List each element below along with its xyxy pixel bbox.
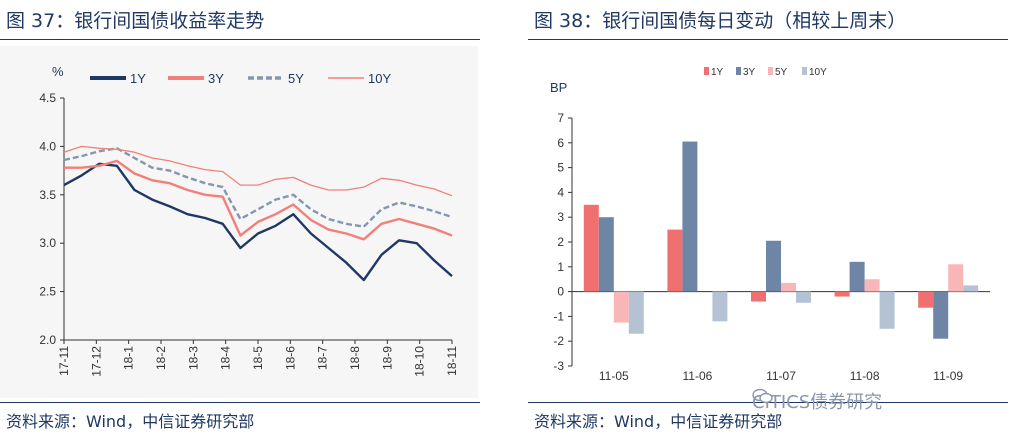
bar-1y-11-06: [667, 229, 683, 292]
right-y-tick-label: 5: [557, 161, 564, 175]
right-y-tick-label: 3: [557, 210, 564, 224]
right-y-tick-label: 1: [557, 260, 564, 274]
watermark: CITICS债券研究: [752, 388, 882, 414]
left-x-tick-label: 18-4: [219, 346, 233, 370]
legend-label-5y: 5Y: [288, 71, 304, 86]
legend-swatch-1y-bar: [704, 67, 709, 75]
left-y-tick-label: 2.5: [39, 285, 56, 299]
bar-3y-11-05: [598, 217, 614, 292]
bar-1y-11-08: [834, 291, 850, 297]
bar-10y-11-05: [628, 291, 644, 334]
right-chart-title: 图 38：银行间国债每日变动（相较上周末）: [534, 10, 907, 32]
watermark-text: CITICS债券研究: [752, 392, 883, 413]
bar-1y-11-09: [918, 291, 934, 308]
right-x-tick-label: 11-06: [682, 369, 712, 383]
right-y-tick-label: -1: [553, 309, 564, 323]
left-title-rule: [0, 39, 480, 40]
right-x-tick-label: 11-09: [933, 369, 963, 383]
series-line-3y: [64, 159, 453, 241]
bar-5y-11-07: [781, 282, 796, 292]
left-y-unit: %: [52, 64, 64, 79]
bar-5y-11-09: [948, 264, 964, 292]
bar-10y-11-06: [712, 291, 728, 322]
right-y-tick-label: -2: [553, 334, 564, 348]
left-x-tick-label: 17-12: [89, 346, 103, 377]
bar-1y-11-05: [583, 204, 599, 292]
right-y-tick-label: 0: [557, 285, 564, 299]
bar-3y-11-09: [933, 291, 949, 339]
left-x-tick-label: 18-2: [154, 346, 168, 370]
right-x-tick-label: 11-05: [599, 369, 629, 383]
right-source-note: 资料来源：Wind，中信证券研究部: [534, 412, 783, 431]
bar-3y-11-07: [766, 240, 781, 292]
left-x-tick-label: 18-5: [251, 346, 265, 370]
legend-swatch-3y-bar: [736, 67, 741, 75]
left-plot-background: [0, 46, 478, 398]
right-y-tick-label: 7: [557, 111, 564, 125]
series-line-5y: [63, 147, 453, 228]
daily-change-bar-chart: BP -3 -2 -1 0 1 2 3 4 5 6 7 11-05 11-06 11-07 11-08 11-0…: [550, 67, 990, 383]
left-y-tick-label: 2.0: [39, 333, 56, 347]
wechat-icon: [752, 388, 773, 404]
left-x-tick-label: 18-9: [380, 346, 394, 370]
bar-3y-11-08: [849, 261, 865, 292]
left-source-note: 资料来源：Wind，中信证券研究部: [6, 412, 255, 431]
legend-label-1y: 1Y: [130, 71, 146, 86]
bar-5y-11-08: [864, 279, 880, 292]
legend-label-5y-bar: 5Y: [775, 67, 788, 78]
right-y-tick-label: -3: [553, 359, 564, 373]
yield-trend-panel: 图 37：银行间国债收益率走势 % 2.0 2.5 3.0 3.5 4.0 4.5 17-11…: [0, 0, 484, 445]
left-y-tick-label: 4.5: [39, 91, 56, 105]
daily-change-panel: 图 38：银行间国债每日变动（相较上周末） BP -3 -2 -1 0 1 2 3 4 5 6 7 11…: [528, 0, 1012, 445]
left-x-tick-label: 18-11: [445, 346, 459, 376]
left-x-tick-label: 18-7: [316, 346, 330, 370]
legend-label-1y-bar: 1Y: [711, 67, 724, 78]
right-y-unit: BP: [550, 80, 567, 95]
series-line-10y: [63, 145, 453, 197]
right-y-tick-label: 2: [557, 235, 564, 249]
left-x-tick-label: 17-11: [57, 346, 71, 376]
legend-label-3y: 3Y: [208, 71, 224, 86]
bar-10y-11-08: [879, 291, 895, 329]
left-x-tick-label: 18-8: [348, 346, 362, 370]
left-x-tick-label: 18-3: [186, 346, 200, 370]
right-x-tick-label: 11-07: [766, 369, 796, 383]
series-line-1y: [63, 162, 453, 282]
yield-line-chart: % 2.0 2.5 3.0 3.5 4.0 4.5 17-11 17-12 18-1 18-2 18-…: [39, 64, 459, 377]
left-x-tick-label: 18-1: [122, 346, 136, 370]
right-y-tick-label: 4: [557, 185, 564, 199]
left-x-tick-label: 18-10: [413, 346, 427, 377]
bar-5y-11-05: [613, 291, 629, 323]
left-y-tick-label: 4.0: [39, 139, 56, 153]
left-x-tick-label: 18-6: [283, 346, 297, 370]
legend-label-3y-bar: 3Y: [743, 67, 756, 78]
left-y-tick-label: 3.5: [39, 188, 56, 202]
legend-swatch-10y-bar: [802, 67, 807, 75]
legend-label-10y-bar: 10Y: [809, 67, 827, 78]
right-title-rule: [528, 39, 1008, 40]
bar-3y-11-06: [682, 141, 698, 292]
left-y-tick-label: 3.0: [39, 236, 56, 250]
bar-1y-11-07: [751, 291, 766, 302]
bar-10y-11-07: [796, 291, 811, 303]
legend-swatch-5y-bar: [768, 67, 773, 75]
left-chart-title: 图 37：银行间国债收益率走势: [6, 10, 265, 32]
legend-label-10y: 10Y: [368, 71, 391, 86]
right-y-tick-label: 6: [557, 136, 564, 150]
left-source-rule: [0, 402, 480, 403]
bar-10y-11-09: [963, 285, 979, 292]
right-x-tick-label: 11-08: [850, 369, 880, 383]
